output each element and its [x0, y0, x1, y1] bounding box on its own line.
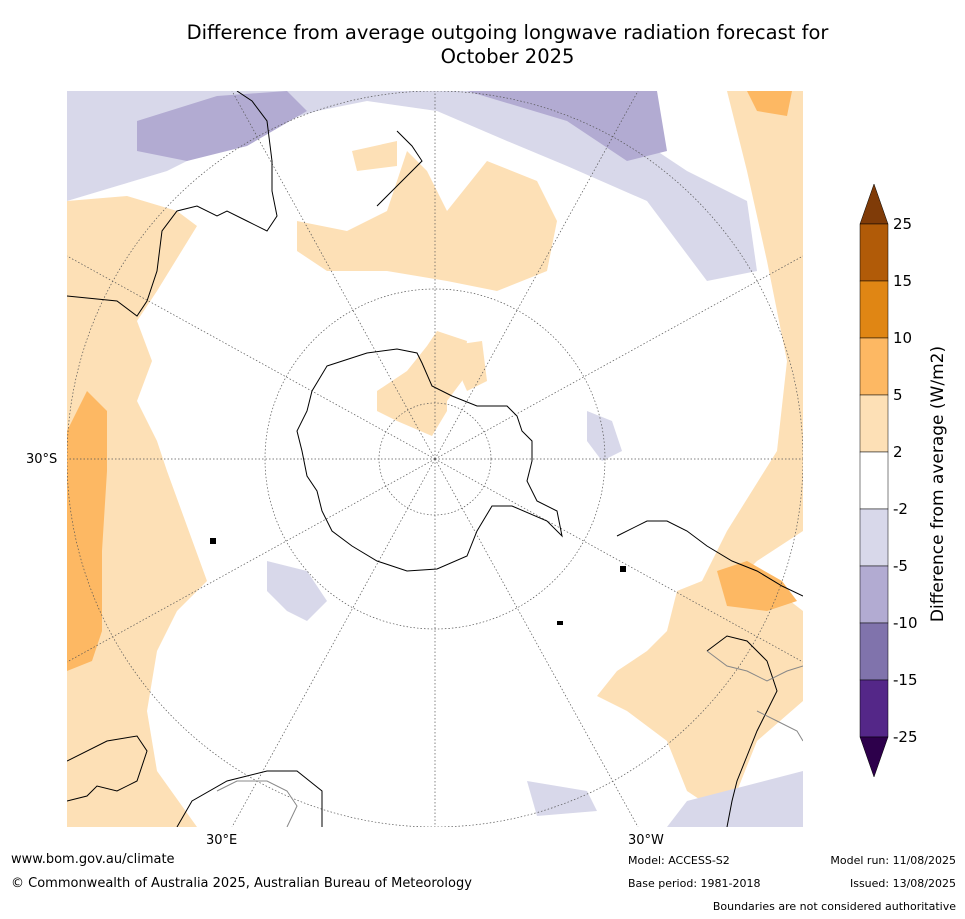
lon-label-30e: 30°E [206, 833, 238, 848]
colorbar-tick-label: -2 [893, 500, 908, 518]
colorbar-tick-label: -15 [893, 671, 918, 689]
border-africa [216, 780, 298, 827]
map-svg [67, 91, 803, 827]
colorbar-segment [859, 394, 889, 453]
orange-anomaly-antarctic [377, 331, 467, 436]
island-3 [557, 621, 563, 625]
colorbar-segment [859, 223, 889, 282]
lon-label-30w: 30°W [628, 833, 664, 848]
coastline-antarctica [296, 348, 563, 572]
colorbar-tick-label: 15 [893, 272, 913, 290]
colorbar-over-arrow [859, 183, 889, 225]
colorbar-segment [859, 622, 889, 681]
colorbar-tick-label: -25 [893, 728, 918, 746]
orange-anomaly-antarctic-2 [447, 341, 487, 391]
coastline-south-america-2 [706, 635, 778, 827]
colorbar-label: Difference from average (W/m2) [928, 345, 948, 623]
orange-anomaly-ne [687, 91, 803, 611]
coastline-south-america [616, 520, 803, 597]
purple-anomaly-north [67, 91, 757, 281]
colorbar-tick-label: 25 [893, 215, 913, 233]
title-line-1: Difference from average outgoing longwav… [186, 21, 829, 44]
colorbar [859, 183, 889, 778]
colorbar-segment [859, 337, 889, 396]
colorbar-under-arrow [859, 736, 889, 778]
map-title: Difference from average outgoing longwav… [60, 21, 955, 69]
border-south-america-2 [756, 710, 803, 742]
colorbar-segment [859, 508, 889, 567]
orange-anomaly-west [67, 196, 207, 827]
coastline-nz [376, 130, 423, 207]
coastline-africa-2 [176, 770, 323, 827]
coastline-africa [67, 735, 148, 802]
footer-issued: Issued: 13/08/2025 [849, 877, 956, 890]
footer-disclaimer: Boundaries are not considered authoritat… [712, 900, 956, 913]
colorbar-tick-label: 5 [893, 386, 903, 404]
footer-website[interactable]: www.bom.gov.au/climate [11, 852, 175, 867]
orange-anomaly-ne-strong [747, 91, 792, 116]
purple-anomaly-north-strong [137, 91, 307, 161]
orange-anomaly-west-strong [67, 391, 107, 671]
orange-anomaly-se-strong [717, 561, 797, 611]
border-south-america [706, 650, 803, 682]
polar-map [67, 91, 803, 827]
colorbar-tick-label: 2 [893, 443, 903, 461]
colorbar-segment [859, 679, 889, 738]
title-line-2: October 2025 [440, 45, 575, 68]
island-1 [210, 538, 216, 544]
lat-label-30s: 30°S [26, 452, 58, 467]
colorbar-tick-label: 10 [893, 329, 913, 347]
purple-anomaly-south-2 [527, 781, 597, 816]
purple-anomaly-east [587, 411, 622, 461]
footer-base-period: Base period: 1981-2018 [628, 877, 761, 890]
coastline-australia [67, 91, 278, 317]
orange-anomaly-nz-small [352, 141, 397, 171]
colorbar-segment [859, 565, 889, 624]
purple-anomaly-ne-strong [467, 91, 667, 161]
footer-copyright: © Commonwealth of Australia 2025, Austra… [11, 876, 472, 891]
orange-anomaly-nz [297, 151, 557, 291]
purple-anomaly-south [667, 771, 803, 827]
colorbar-segment [859, 451, 889, 510]
purple-anomaly-sw [267, 561, 327, 621]
colorbar-tick-label: -5 [893, 557, 908, 575]
island-2 [620, 566, 626, 572]
colorbar-tick-label: -10 [893, 614, 918, 632]
footer-model: Model: ACCESS-S2 [628, 854, 730, 867]
orange-anomaly-se [597, 571, 803, 811]
colorbar-segment [859, 280, 889, 339]
footer-model-run: Model run: 11/08/2025 [830, 854, 956, 867]
